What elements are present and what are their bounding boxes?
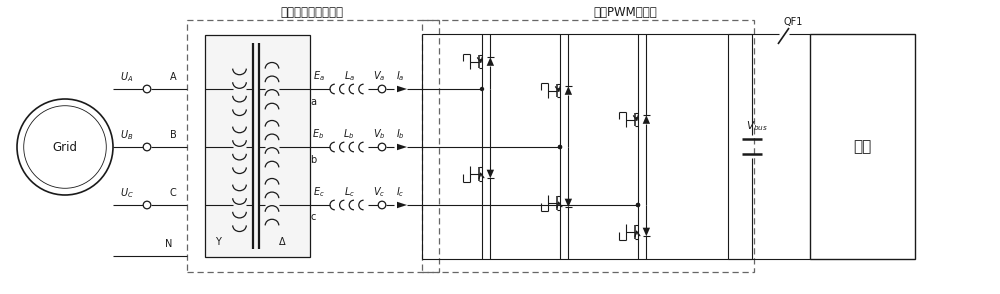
Text: B: B	[170, 130, 176, 140]
Circle shape	[480, 87, 484, 91]
Text: N: N	[165, 239, 173, 249]
Circle shape	[378, 201, 386, 209]
Text: $V_{bus}$: $V_{bus}$	[746, 120, 768, 133]
Text: 三相PWM整流器: 三相PWM整流器	[593, 6, 657, 19]
Circle shape	[378, 85, 386, 93]
Text: Y: Y	[215, 237, 221, 247]
Text: $E_a$: $E_a$	[313, 69, 324, 83]
Text: $I_a$: $I_a$	[396, 69, 404, 83]
Text: $V_c$: $V_c$	[373, 185, 385, 199]
Circle shape	[17, 99, 113, 195]
Circle shape	[636, 203, 640, 207]
Text: A: A	[170, 72, 176, 82]
Text: $V_a$: $V_a$	[373, 69, 385, 83]
Text: $L_c$: $L_c$	[344, 185, 355, 199]
Polygon shape	[397, 144, 407, 150]
Polygon shape	[397, 86, 407, 92]
Text: c: c	[311, 213, 316, 223]
Text: $E_c$: $E_c$	[313, 185, 324, 199]
Text: $L_a$: $L_a$	[344, 69, 355, 83]
Circle shape	[24, 106, 106, 188]
Text: $L_b$: $L_b$	[343, 127, 355, 141]
Circle shape	[143, 85, 151, 93]
Bar	[810, 34, 915, 259]
Bar	[187, 20, 439, 272]
Text: 带副边漏感的变压器: 带副边漏感的变压器	[281, 6, 344, 19]
Text: $U_B$: $U_B$	[120, 128, 134, 142]
Circle shape	[143, 143, 151, 151]
Text: QF1: QF1	[783, 17, 803, 27]
Text: C: C	[170, 188, 176, 198]
Text: b: b	[310, 155, 317, 165]
Polygon shape	[565, 199, 572, 207]
Circle shape	[636, 203, 640, 207]
Text: Grid: Grid	[53, 141, 78, 153]
Polygon shape	[397, 202, 407, 208]
Circle shape	[143, 201, 151, 209]
Circle shape	[558, 145, 562, 149]
Circle shape	[558, 145, 562, 149]
Polygon shape	[487, 170, 494, 178]
Bar	[205, 35, 310, 257]
Polygon shape	[565, 86, 572, 95]
Text: $I_b$: $I_b$	[396, 127, 404, 141]
Text: 负载: 负载	[853, 139, 872, 154]
Text: $E_b$: $E_b$	[312, 127, 325, 141]
Polygon shape	[487, 57, 494, 66]
Polygon shape	[643, 115, 650, 124]
Text: $U_C$: $U_C$	[120, 186, 134, 200]
Text: Δ: Δ	[279, 237, 285, 247]
Circle shape	[378, 143, 386, 151]
Text: $I_c$: $I_c$	[396, 185, 404, 199]
Text: $V_b$: $V_b$	[373, 127, 385, 141]
Text: a: a	[311, 96, 317, 106]
Polygon shape	[643, 228, 650, 236]
Text: $U_A$: $U_A$	[120, 70, 134, 84]
Bar	[422, 20, 754, 272]
